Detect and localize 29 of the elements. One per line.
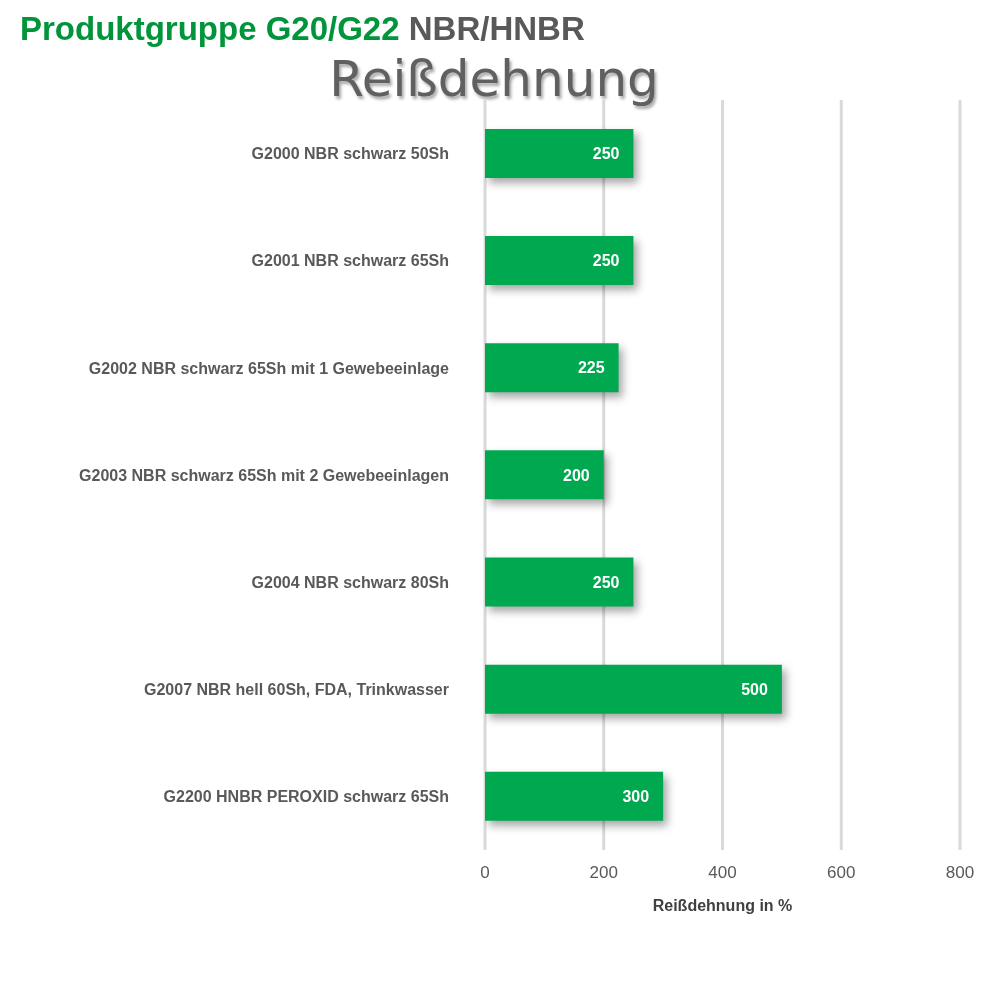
data-label: 300 [622, 787, 650, 805]
y-tick-label: G2004 NBR schwarz 80Sh [251, 573, 449, 591]
data-label: 250 [592, 252, 620, 270]
x-tick-label: 0 [480, 863, 490, 883]
bar [485, 557, 634, 607]
y-tick-label: G2007 NBR hell 60Sh, FDA, Trinkwasser [143, 680, 449, 698]
y-tick-label: G2003 NBR schwarz 65Sh mit 2 Gewebeeinlagen [79, 466, 449, 484]
chart-subtitle: Reißdehnung [329, 50, 659, 108]
x-tick-label: 600 [827, 863, 856, 883]
data-label: 200 [563, 466, 590, 484]
y-tick-label: G2000 NBR schwarz 50Sh [251, 145, 449, 163]
bar [485, 771, 664, 821]
bar [485, 343, 619, 393]
y-tick-label: G2002 NBR schwarz 65Sh mit 1 Gewebeeinlage [88, 359, 450, 377]
bar [485, 236, 634, 286]
data-label: 500 [741, 680, 768, 698]
bar [485, 664, 782, 714]
x-tick-label: 200 [589, 863, 618, 883]
chart-title: Produktgruppe G20/G22 NBR/HNBR [20, 10, 585, 47]
x-axis-title: Reißdehnung in % [652, 897, 793, 915]
x-tick-label: 400 [708, 863, 737, 883]
x-tick-label: 800 [945, 863, 975, 883]
bar [485, 128, 634, 178]
y-tick-label: G2200 HNBR PEROXID schwarz 65Sh [163, 788, 449, 806]
bar [485, 450, 604, 500]
y-tick-label: G2001 NBR schwarz 65Sh [251, 252, 449, 270]
data-label: 250 [592, 573, 620, 591]
data-label: 225 [577, 359, 605, 377]
data-label: 250 [592, 145, 620, 163]
